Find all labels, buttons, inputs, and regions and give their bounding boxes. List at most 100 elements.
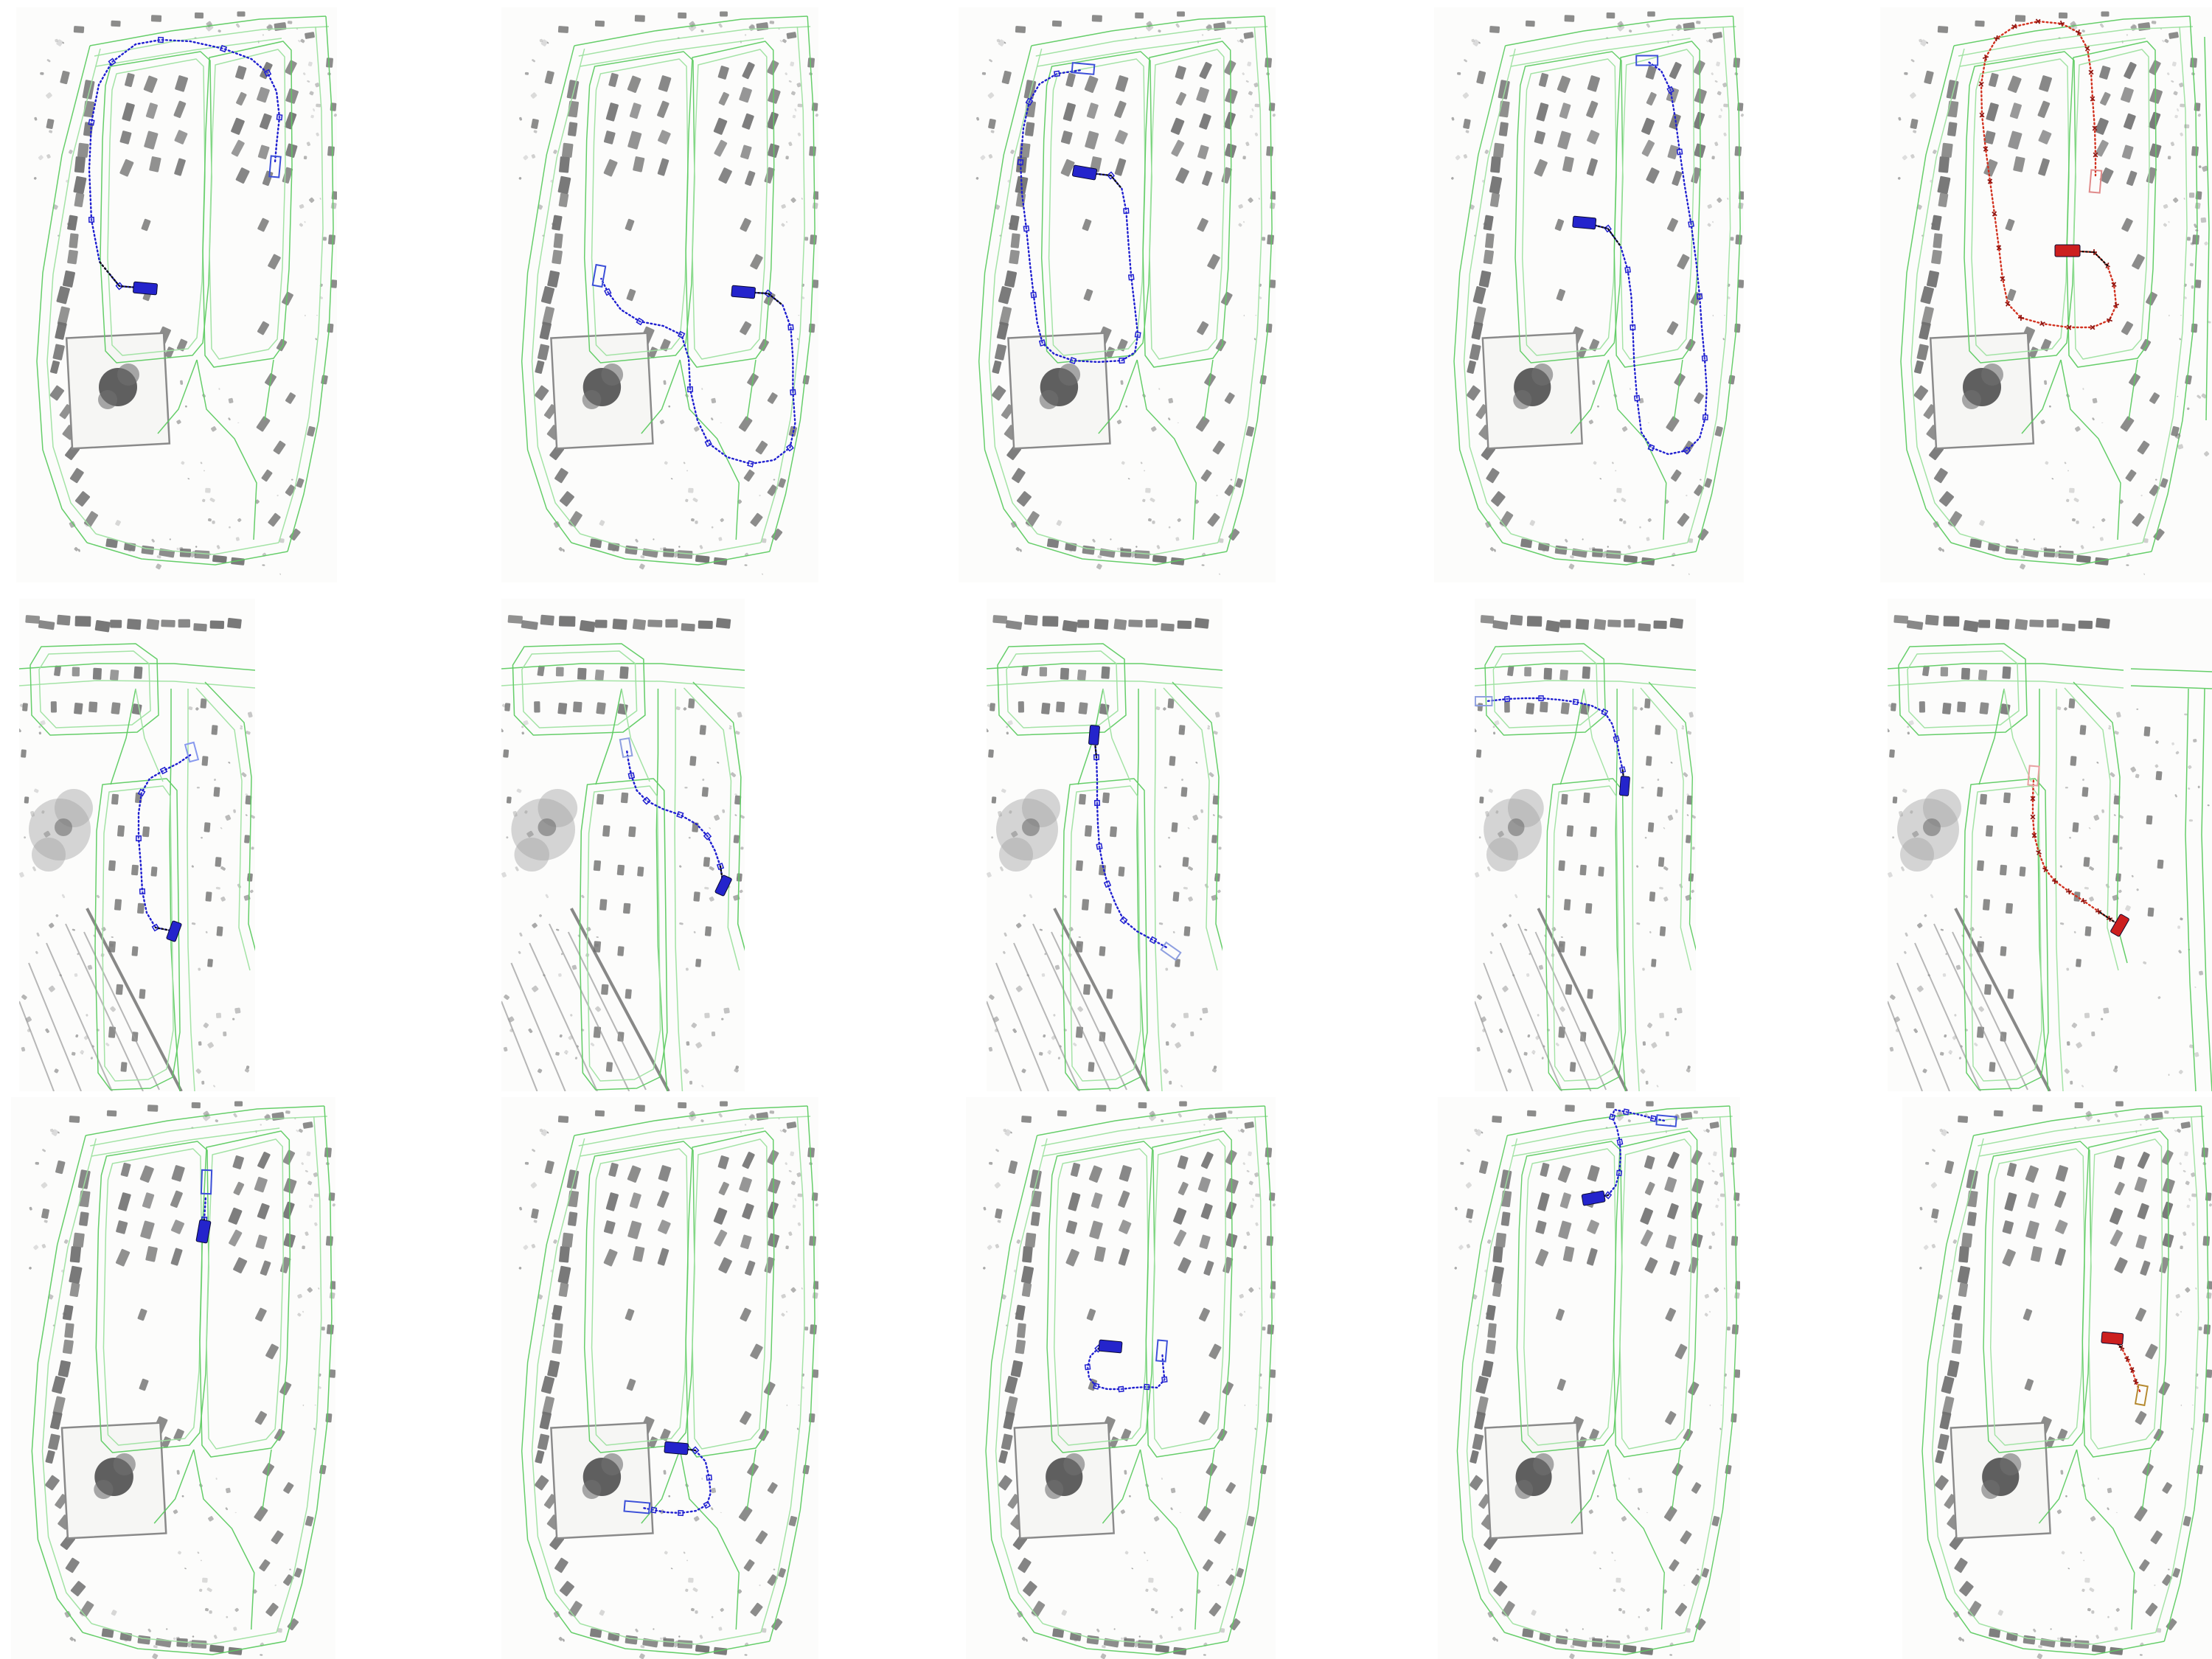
buildings-layer — [1888, 614, 2124, 1091]
road-network — [985, 1105, 1273, 1655]
predicted-path — [1484, 697, 1626, 787]
predicted-path — [1093, 734, 1169, 950]
map-panel-r2c4 — [1475, 599, 1696, 1091]
waypoint-markers — [1017, 70, 1141, 365]
map-background — [959, 7, 1276, 582]
predicted-path — [641, 1447, 712, 1514]
map-panel-r3c5 — [1902, 1097, 2212, 1659]
map-background — [501, 1097, 818, 1659]
buildings-layer — [518, 11, 818, 575]
map-extras — [2125, 668, 2212, 1091]
road-network — [1475, 643, 1696, 1091]
buildings-layer — [1897, 11, 2202, 575]
map-panel-r1c3 — [959, 7, 1276, 582]
map-background — [16, 7, 337, 582]
trajectory-layer — [2101, 1331, 2149, 1407]
goal-box — [1160, 941, 1182, 961]
buildings-layer — [33, 11, 337, 575]
waypoint-markers — [650, 1446, 712, 1517]
predicted-path — [88, 38, 281, 290]
vehicle-marker — [731, 285, 756, 299]
waypoint-markers — [627, 772, 725, 870]
goal-box — [2134, 1383, 2149, 1407]
trajectory-layer — [1581, 1108, 1677, 1206]
waypoint-markers — [1504, 695, 1627, 773]
map-background — [1438, 1097, 1740, 1659]
map-panel-r3c1 — [11, 1097, 335, 1659]
trajectory-layer — [2027, 765, 2129, 937]
road-network — [1453, 15, 1741, 566]
map-panel-r1c4 — [1434, 7, 1744, 582]
vehicle-marker — [2054, 244, 2081, 257]
map-panel-r2c1 — [19, 599, 255, 1091]
vehicle-marker — [1088, 725, 1100, 745]
vehicle-marker — [714, 874, 732, 897]
trajectory-layer — [1978, 18, 2120, 330]
vehicle-marker — [2110, 914, 2129, 937]
buildings-layer — [983, 1101, 1276, 1659]
vehicle-marker — [195, 1219, 212, 1244]
waypoint-markers — [1093, 754, 1158, 945]
map-background — [11, 1097, 335, 1659]
goal-box — [1475, 696, 1493, 706]
goal-box — [1635, 55, 1659, 66]
predicted-path — [1019, 69, 1139, 364]
vehicle-marker — [133, 281, 158, 296]
buildings-layer — [1454, 1101, 1740, 1659]
predicted-path — [600, 277, 796, 465]
trajectory-layer — [591, 263, 796, 467]
waypoint-markers — [1978, 18, 2120, 330]
trajectory-layer — [619, 737, 732, 897]
predicted-path — [1592, 1108, 1666, 1200]
map-background — [966, 1097, 1276, 1659]
map-panel-r1c5 — [1880, 7, 2212, 582]
trajectory-layer — [195, 1169, 213, 1244]
vehicle-marker — [166, 920, 182, 942]
vehicle-marker — [1572, 215, 1597, 230]
predicted-path — [625, 749, 725, 887]
map-panel-r2c5 — [1888, 599, 2212, 1091]
waypoint-markers — [2030, 796, 2113, 922]
trajectory-layer — [136, 741, 200, 942]
buildings-layer — [1451, 11, 1744, 575]
road-network — [521, 15, 815, 566]
map-panel-r2c3 — [987, 599, 1222, 1091]
trajectory-layer — [88, 36, 283, 296]
road-network — [31, 1105, 333, 1655]
vehicle-marker — [664, 1441, 689, 1455]
goal-box — [268, 155, 282, 178]
vehicle-marker — [1071, 164, 1098, 181]
vehicle-marker — [1581, 1190, 1606, 1206]
trajectory-layer — [1572, 55, 1708, 456]
waypoint-markers — [2118, 1344, 2139, 1385]
map-extras — [2174, 36, 2211, 456]
map-panel-r3c3 — [966, 1097, 1276, 1659]
waypoint-markers — [1604, 86, 1708, 455]
road-network — [1900, 15, 2198, 566]
goal-box — [1155, 1339, 1168, 1363]
road-network — [501, 643, 745, 1091]
road-network — [1921, 1105, 2209, 1655]
trajectory-layer — [1088, 725, 1182, 961]
buildings-layer — [1919, 1101, 2212, 1659]
trajectory-layer — [623, 1441, 712, 1517]
predicted-path — [1583, 60, 1708, 456]
waypoint-markers — [1084, 1344, 1168, 1393]
buildings-layer — [975, 11, 1276, 575]
waypoint-markers — [136, 766, 168, 932]
vehicle-marker — [2101, 1331, 2124, 1346]
goal-box — [184, 741, 200, 763]
trajectory-layer — [1475, 695, 1630, 796]
goal-box — [591, 263, 607, 288]
goal-box — [1071, 62, 1096, 75]
goal-box — [623, 1500, 651, 1514]
buildings-layer — [518, 1101, 818, 1659]
goal-box — [2088, 169, 2103, 194]
goal-box — [2027, 765, 2040, 787]
vehicle-marker — [1098, 1339, 1123, 1354]
vehicle-marker — [1618, 776, 1630, 796]
buildings-layer — [29, 1101, 335, 1659]
predicted-path — [1086, 1345, 1166, 1391]
waypoint-markers — [1604, 1108, 1657, 1200]
